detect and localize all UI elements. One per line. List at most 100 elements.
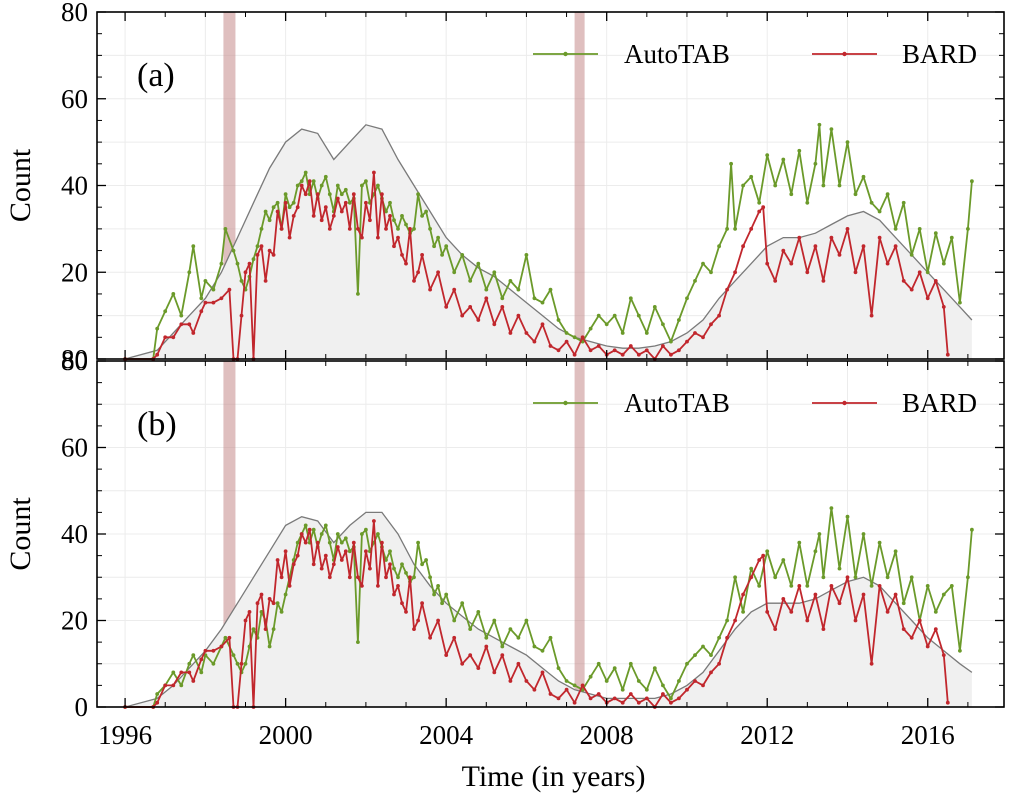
data-point-bard xyxy=(275,209,280,214)
data-point-autotab xyxy=(556,666,561,670)
data-point-bard xyxy=(275,558,280,562)
data-point-autotab xyxy=(540,648,545,653)
data-point-bard xyxy=(620,700,625,705)
data-point-autotab xyxy=(432,244,436,249)
data-point-bard xyxy=(171,683,176,688)
data-point-autotab xyxy=(364,527,368,532)
data-point-bard xyxy=(701,683,705,688)
data-point-bard xyxy=(339,558,344,562)
data-point-bard xyxy=(733,618,737,623)
data-point-autotab xyxy=(251,627,256,631)
data-point-bard xyxy=(444,305,449,309)
data-point-bard xyxy=(620,352,625,357)
data-point-bard xyxy=(877,584,882,588)
data-point-bard xyxy=(853,618,858,623)
data-point-bard xyxy=(360,235,364,240)
data-point-autotab xyxy=(319,183,324,188)
data-point-autotab xyxy=(941,592,946,597)
data-point-bard xyxy=(331,562,336,567)
data-point-autotab xyxy=(628,661,633,666)
y-tick-label: 20 xyxy=(61,606,88,636)
data-point-autotab xyxy=(540,300,545,305)
data-point-bard xyxy=(323,205,328,210)
data-point-bard xyxy=(765,610,770,614)
y-tick-label: 80 xyxy=(61,0,88,27)
data-point-autotab xyxy=(500,644,505,649)
data-point-autotab xyxy=(271,205,276,210)
data-point-bard xyxy=(271,253,276,257)
data-point-bard xyxy=(532,339,537,344)
data-point-bard xyxy=(243,270,248,275)
data-point-bard xyxy=(797,584,802,588)
data-point-bard xyxy=(263,627,268,631)
data-point-autotab xyxy=(644,687,649,692)
data-point-autotab xyxy=(817,122,822,127)
data-point-autotab xyxy=(966,227,970,231)
data-point-bard xyxy=(476,666,481,670)
data-point-autotab xyxy=(283,592,288,597)
y-axis-title: Count xyxy=(4,497,37,571)
data-point-bard xyxy=(263,279,268,283)
data-point-bard xyxy=(460,661,465,666)
data-point-autotab xyxy=(420,214,424,218)
data-point-bard xyxy=(179,322,184,327)
data-point-bard xyxy=(267,597,272,601)
data-point-autotab xyxy=(757,200,762,205)
data-point-autotab xyxy=(420,562,424,567)
data-point-bard xyxy=(219,296,224,301)
data-point-autotab xyxy=(191,653,196,657)
data-point-bard xyxy=(933,627,938,631)
data-point-autotab xyxy=(311,179,316,184)
data-point-autotab xyxy=(444,244,449,249)
data-point-autotab xyxy=(749,566,754,571)
data-point-autotab xyxy=(476,610,481,614)
data-point-bard xyxy=(287,235,292,240)
data-point-bard xyxy=(829,584,834,588)
data-point-autotab xyxy=(620,687,625,692)
data-point-bard xyxy=(468,653,473,657)
data-point-autotab xyxy=(877,540,882,545)
data-point-bard xyxy=(941,305,946,309)
data-point-autotab xyxy=(949,584,954,588)
data-point-bard xyxy=(199,309,204,314)
data-point-autotab xyxy=(428,227,432,231)
data-point-autotab xyxy=(384,209,388,214)
data-point-autotab xyxy=(644,331,649,335)
data-point-autotab xyxy=(219,261,224,266)
data-point-autotab xyxy=(335,183,340,188)
data-point-bard xyxy=(845,575,850,580)
data-point-autotab xyxy=(933,231,938,236)
legend-marker-bard xyxy=(842,400,847,406)
data-point-autotab xyxy=(853,192,858,197)
data-point-autotab xyxy=(347,549,352,554)
data-point-autotab xyxy=(893,227,898,231)
data-point-autotab xyxy=(327,192,332,197)
data-point-bard xyxy=(821,627,826,631)
data-point-autotab xyxy=(701,261,705,266)
data-point-bard xyxy=(628,344,633,348)
data-point-bard xyxy=(327,227,332,231)
data-point-autotab xyxy=(917,227,922,231)
data-point-autotab xyxy=(725,227,729,231)
data-point-bard xyxy=(179,670,184,675)
data-point-bard xyxy=(347,575,352,580)
data-point-autotab xyxy=(949,235,954,240)
data-point-bard xyxy=(644,348,649,353)
data-point-bard xyxy=(548,692,553,696)
data-point-bard xyxy=(717,661,721,666)
data-point-bard xyxy=(283,549,288,554)
data-point-bard xyxy=(781,597,786,601)
data-point-autotab xyxy=(251,257,256,262)
data-point-autotab xyxy=(327,540,332,545)
data-point-autotab xyxy=(893,549,898,554)
data-point-bard xyxy=(901,627,906,631)
data-point-bard xyxy=(588,696,593,701)
data-point-bard xyxy=(323,553,328,558)
data-point-bard xyxy=(187,670,192,675)
data-point-bard xyxy=(781,248,786,253)
data-point-autotab xyxy=(901,601,906,606)
data-point-autotab xyxy=(223,227,228,231)
data-point-autotab xyxy=(484,287,489,292)
data-point-bard xyxy=(303,192,308,197)
data-point-bard xyxy=(564,687,569,692)
